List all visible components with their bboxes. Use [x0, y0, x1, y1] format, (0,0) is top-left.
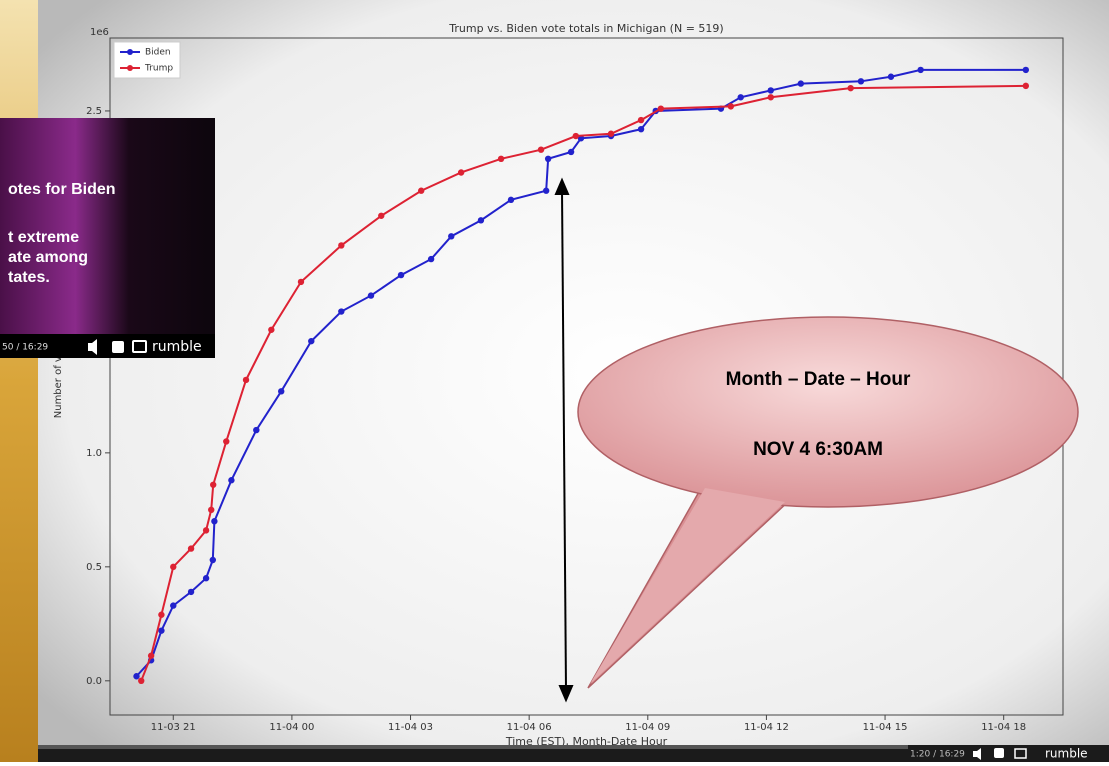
- data-point: [278, 388, 285, 395]
- data-point: [202, 527, 210, 534]
- data-point: [208, 506, 215, 514]
- inset-text: t extreme: [8, 229, 79, 246]
- x-tick-label: 11-04 18: [981, 722, 1026, 733]
- data-point: [242, 376, 250, 384]
- data-point: [378, 212, 385, 219]
- data-point: [657, 105, 665, 112]
- data-point: [448, 233, 455, 240]
- callout: Month – Date – Hour NOV 4 6:30AM: [577, 316, 1079, 689]
- data-point: [737, 94, 744, 101]
- inset-text: otes for Biden: [8, 181, 116, 198]
- data-point: [567, 148, 575, 156]
- player-bar: 1:20 / 16:29 rumble: [38, 745, 1109, 762]
- x-tick-label: 11-04 03: [388, 722, 433, 733]
- data-point: [170, 602, 177, 609]
- series-line: [140, 84, 1026, 682]
- inset-video: otes for Biden t extreme ate among tates…: [0, 118, 215, 358]
- x-tick-label: 11-04 06: [507, 722, 552, 733]
- data-point: [418, 187, 425, 194]
- legend-label: Trump: [144, 64, 173, 74]
- series-line: [135, 68, 1026, 677]
- data-point: [917, 66, 924, 74]
- x-axis-label: Time (EST), Month-Date Hour: [505, 735, 668, 748]
- data-point: [767, 87, 774, 94]
- data-point: [297, 278, 305, 286]
- y-offset-label: 1e6: [90, 27, 109, 38]
- legend-marker: [127, 65, 133, 71]
- data-point: [637, 116, 645, 124]
- data-point: [338, 308, 345, 315]
- data-point: [253, 426, 260, 434]
- data-point: [268, 326, 275, 333]
- player-brand[interactable]: rumble: [1045, 747, 1088, 761]
- data-point: [147, 652, 155, 659]
- inset-brand[interactable]: rumble: [152, 339, 202, 355]
- data-point: [223, 438, 230, 445]
- chart-title: Trump vs. Biden vote totals in Michigan …: [448, 22, 723, 35]
- data-point: [211, 518, 218, 525]
- data-point: [367, 292, 375, 299]
- player-time: 1:20 / 16:29: [910, 750, 965, 760]
- data-point: [158, 627, 165, 634]
- data-point: [170, 563, 177, 571]
- legend-box: [113, 41, 181, 79]
- data-point: [187, 545, 195, 552]
- x-tick-label: 11-04 15: [863, 722, 908, 733]
- data-point: [308, 337, 315, 345]
- data-point: [427, 255, 435, 263]
- data-point: [637, 125, 645, 133]
- data-point: [607, 130, 615, 137]
- y-tick-label: 1.0: [86, 448, 102, 459]
- plot-area: [109, 37, 1064, 716]
- y-tick-label: 2.5: [86, 106, 102, 117]
- data-point: [338, 242, 345, 249]
- data-point: [202, 575, 210, 582]
- legend-marker: [127, 49, 133, 55]
- data-point: [187, 588, 195, 596]
- data-point: [158, 611, 165, 618]
- x-tick-label: 11-04 09: [625, 722, 670, 733]
- data-point: [572, 132, 580, 140]
- data-point: [542, 187, 550, 194]
- x-tick-label: 11-03 21: [151, 722, 196, 733]
- data-point: [797, 80, 805, 87]
- inset-text: tates.: [8, 269, 50, 286]
- data-point: [857, 78, 865, 85]
- data-point: [210, 481, 217, 488]
- y-tick-label: 0.0: [86, 676, 102, 687]
- data-point: [847, 84, 854, 92]
- data-point: [497, 155, 505, 163]
- y-tick-label: 0.5: [86, 562, 102, 573]
- data-point: [133, 673, 140, 680]
- annotation-arrow: [554, 177, 574, 703]
- y-axis-label: Number of votes: [53, 335, 64, 419]
- data-point: [727, 103, 735, 110]
- data-point: [477, 217, 485, 224]
- data-point: [457, 169, 465, 176]
- data-point: [887, 73, 895, 80]
- x-tick-label: 11-04 00: [269, 722, 314, 733]
- data-point: [544, 155, 552, 163]
- data-point: [209, 556, 217, 564]
- data-point: [537, 146, 545, 153]
- data-point: [397, 271, 405, 279]
- data-point: [767, 94, 774, 101]
- legend-label: Biden: [145, 48, 171, 58]
- callout-text: Month – Date – Hour: [726, 369, 911, 390]
- inset-text: ate among: [8, 249, 88, 266]
- data-point: [228, 477, 235, 484]
- data-point: [1022, 66, 1030, 74]
- inset-time: 50 / 16:29: [2, 343, 48, 353]
- data-point: [1022, 82, 1030, 90]
- data-point: [138, 677, 145, 685]
- callout-text: NOV 4 6:30AM: [753, 439, 883, 460]
- x-tick-label: 11-04 12: [744, 722, 789, 733]
- data-point: [507, 196, 515, 204]
